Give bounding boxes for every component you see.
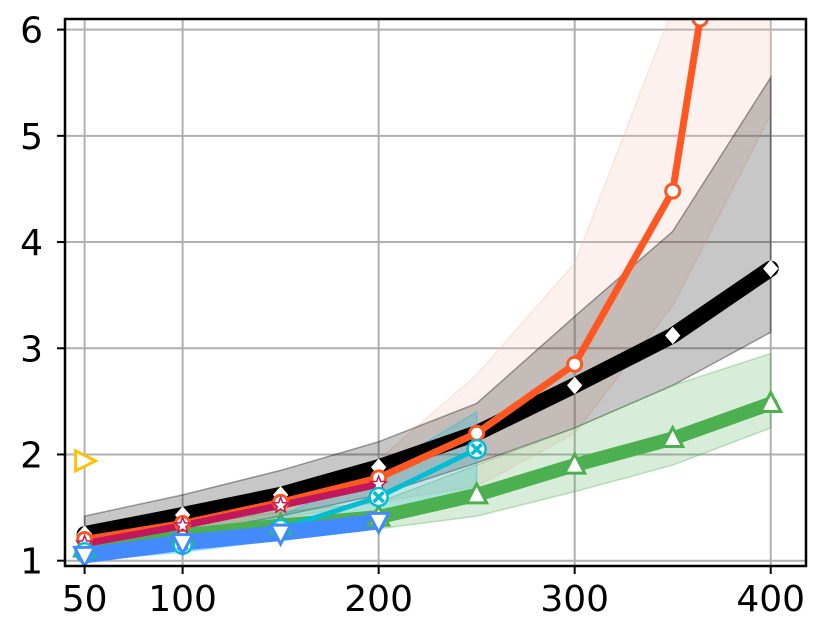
x-tick-label: 100: [148, 579, 217, 620]
data-point: [268, 523, 294, 548]
data-point-x: [372, 490, 385, 504]
data-point: [562, 450, 588, 475]
axis-ticks: 50 100 200 300 400 1 2 3 4 5 6: [20, 11, 805, 620]
series-line: [76, 260, 779, 543]
data-point: [366, 511, 392, 536]
y-tick-label: 1: [20, 542, 43, 583]
y-tick-label: 6: [20, 11, 43, 52]
confidence-bands: [83, 19, 772, 562]
data-point: [763, 259, 779, 278]
plot-frame: [63, 17, 808, 568]
y-tick-label: 5: [20, 117, 43, 158]
series-line: [76, 513, 387, 564]
x-tick-label: 200: [344, 579, 413, 620]
y-tick-label: 2: [20, 435, 43, 476]
x-tick-label: 50: [62, 579, 108, 620]
data-point-x: [470, 442, 483, 456]
data-point: [566, 355, 584, 373]
data-point: [691, 19, 709, 28]
data-point: [758, 389, 784, 413]
y-tick-label: 4: [20, 223, 43, 264]
series-markers: [72, 19, 784, 566]
series-line: [81, 480, 383, 548]
data-point: [74, 448, 99, 474]
data-point: [660, 424, 686, 449]
series-lines: [76, 19, 779, 564]
data-point: [567, 376, 583, 395]
data-point: [468, 424, 486, 442]
data-point: [464, 480, 490, 505]
y-tick-label: 3: [20, 329, 43, 370]
data-point: [665, 326, 681, 345]
data-point: [664, 182, 682, 200]
data-point: [170, 533, 196, 557]
x-tick-label: 300: [540, 579, 609, 620]
data-point: [72, 545, 98, 566]
data-point: [173, 515, 193, 534]
x-tick-label: 400: [736, 579, 805, 620]
data-point: [271, 495, 291, 514]
